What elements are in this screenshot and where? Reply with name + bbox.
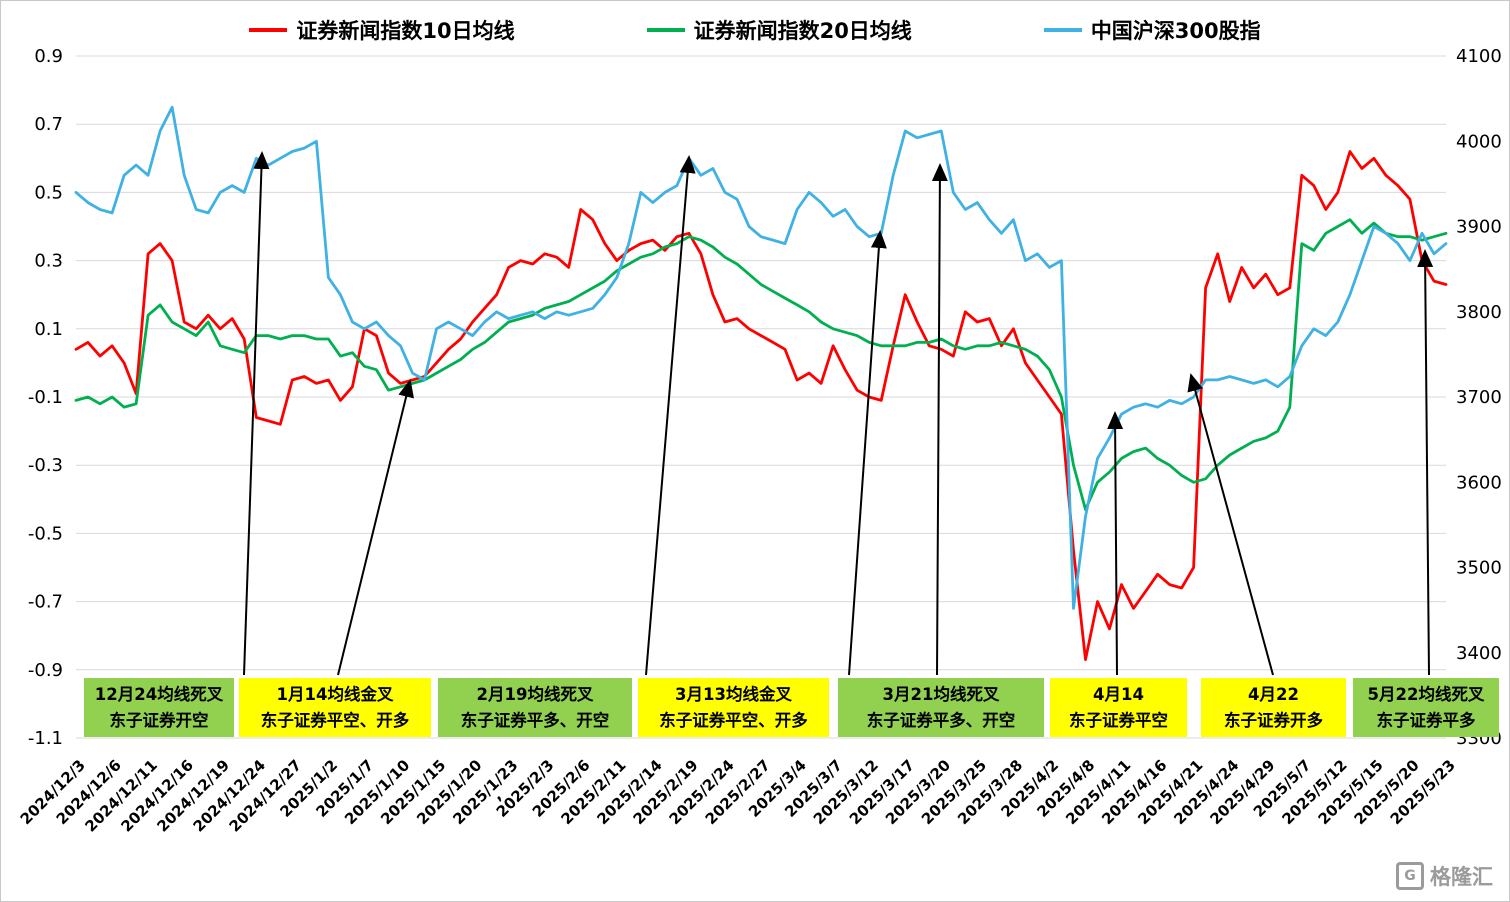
left-axis-tick-label: -0.1 [28, 387, 63, 408]
right-axis-tick-label: 3500 [1456, 558, 1502, 579]
left-axis-tick-label: 0.9 [34, 46, 63, 67]
right-axis-tick-label: 4000 [1456, 131, 1502, 152]
right-axis-tick-label: 3600 [1456, 472, 1502, 493]
legend-label-20day-ma: 证券新闻指数20日均线 [693, 19, 912, 43]
left-axis-tick-label: -0.9 [28, 660, 63, 681]
right-axis-tick-label: 3800 [1456, 302, 1502, 323]
legend-item-csi300: 中国沪深300股指 [1043, 15, 1261, 45]
right-axis-tick-label: 3300 [1456, 728, 1502, 749]
series-line-news-index-20d-ma [74, 218, 1448, 511]
annotation-arrow [1187, 373, 1274, 676]
left-axis-tick-label: 0.5 [34, 182, 63, 203]
right-axis-labels: 4100 4000 3900 3800 3700 3600 3500 3400 3300 [1456, 46, 1502, 749]
right-axis-tick-label: 3700 [1456, 387, 1502, 408]
left-axis-tick-label: 0.7 [34, 114, 63, 135]
right-axis-tick-label: 4100 [1456, 46, 1502, 67]
annotation-arrow [337, 379, 414, 676]
annotation-arrow [931, 163, 948, 676]
legend-swatch-blue [1043, 27, 1082, 33]
series-line-news-index-10d-ma [74, 150, 1448, 661]
series-lines [74, 105, 1448, 661]
annotation-arrow [1107, 411, 1124, 676]
legend: 证券新闻指数10日均线 证券新闻指数20日均线 中国沪深300股指 [1, 15, 1509, 45]
left-axis-tick-label: 0.3 [34, 251, 63, 272]
annotation-arrows [243, 151, 1434, 676]
legend-label-10day-ma: 证券新闻指数10日均线 [296, 19, 515, 43]
right-axis-tick-label: 3900 [1456, 217, 1502, 238]
annotation-arrow [1417, 249, 1434, 676]
left-axis-tick-label: -1.1 [28, 728, 63, 749]
annotation-arrow [645, 155, 696, 676]
right-axis-tick-label: 3400 [1456, 643, 1502, 664]
series-line-csi300 [74, 105, 1448, 610]
legend-swatch-green [646, 27, 685, 33]
watermark: G 格隆汇 [1396, 861, 1493, 891]
left-axis-tick-label: 0.1 [34, 319, 63, 340]
left-axis-labels: 0.9 0.7 0.5 0.3 0.1 -0.1 -0.3 -0.5 -0.7 -0.9 -1.1 [28, 46, 63, 749]
left-axis-tick-label: -0.7 [28, 592, 63, 613]
legend-item-10day-ma: 证券新闻指数10日均线 [249, 15, 515, 45]
x-axis-labels: 2024/12/32024/12/62024/12/112024/12/1620… [17, 756, 1459, 836]
annotation-arrow [243, 151, 270, 676]
gelonghui-logo-icon: G [1396, 862, 1424, 890]
legend-swatch-red [249, 27, 288, 33]
watermark-text: 格隆汇 [1430, 865, 1493, 889]
legend-label-csi300: 中国沪深300股指 [1090, 19, 1261, 43]
legend-item-20day-ma: 证券新闻指数20日均线 [646, 15, 912, 45]
gridlines [76, 55, 1446, 739]
left-axis-tick-label: -0.5 [28, 523, 63, 544]
left-axis-tick-label: -0.3 [28, 455, 63, 476]
annotation-arrow [848, 230, 887, 676]
